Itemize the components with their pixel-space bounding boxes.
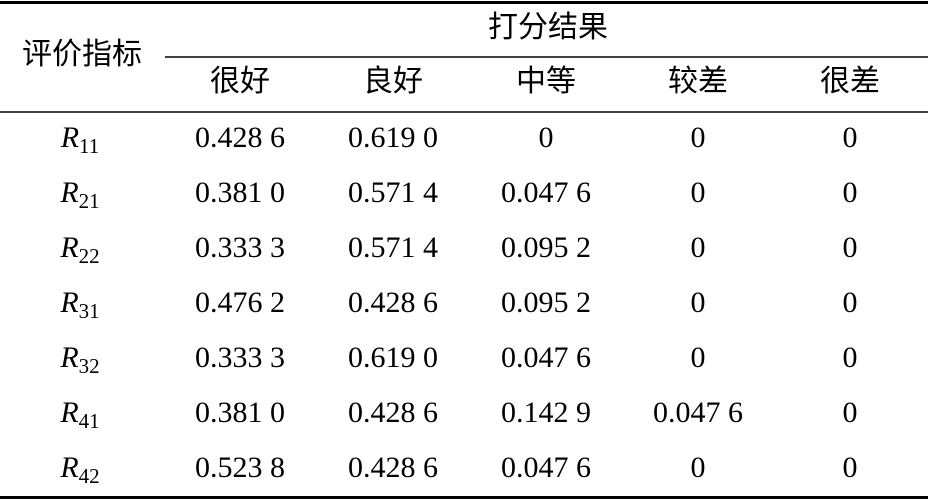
column-header: 很差 [820, 65, 880, 98]
row-symbol: R [60, 121, 79, 154]
cell: 0 [691, 121, 706, 154]
column-header: 良好 [363, 65, 423, 98]
cell: 0 [691, 176, 706, 209]
cell: 0.047 6 [501, 451, 591, 484]
cell: 0 [691, 341, 706, 374]
row-subscript: 31 [79, 299, 100, 323]
cell: 0 [843, 231, 858, 264]
row-symbol: R [59, 231, 78, 264]
group-header: 打分结果 [488, 11, 608, 44]
cell: 0.428 6 [348, 286, 438, 319]
row-label: R42 [59, 451, 99, 488]
cell: 0.333 3 [195, 231, 285, 264]
column-header: 很好 [210, 65, 270, 98]
row-label: R32 [59, 341, 99, 378]
cell: 0 [843, 286, 858, 319]
cell: 0.333 3 [195, 341, 285, 374]
row-subscript: 41 [79, 409, 100, 433]
row-label: R31 [59, 286, 99, 323]
cell: 0.381 0 [195, 176, 285, 209]
cell: 0 [843, 341, 858, 374]
cell: 0.428 6 [195, 121, 285, 154]
index-header: 评价指标 [22, 38, 142, 71]
row-subscript: 21 [79, 189, 100, 213]
cell: 0.428 6 [348, 451, 438, 484]
cell: 0 [691, 286, 706, 319]
row-label: R21 [59, 176, 99, 213]
cell: 0 [691, 451, 706, 484]
cell: 0.047 6 [501, 341, 591, 374]
row-label: R22 [59, 231, 99, 268]
cell: 0.619 0 [348, 121, 438, 154]
row-subscript: 42 [79, 464, 100, 488]
row-symbol: R [59, 451, 78, 484]
cell: 0.523 8 [195, 451, 285, 484]
cell: 0.476 2 [195, 286, 285, 319]
column-header: 较差 [668, 65, 728, 98]
cell: 0 [691, 231, 706, 264]
column-header: 中等 [516, 65, 576, 98]
cell: 0.619 0 [348, 341, 438, 374]
row-label: R41 [59, 396, 99, 433]
row-symbol: R [59, 176, 78, 209]
cell: 0.381 0 [195, 396, 285, 429]
cell: 0.047 6 [501, 176, 591, 209]
row-symbol: R [59, 396, 78, 429]
cell: 0.142 9 [501, 396, 591, 429]
row-label: R11 [60, 121, 100, 158]
cell: 0.571 4 [348, 231, 438, 264]
cell: 0.428 6 [348, 396, 438, 429]
row-symbol: R [59, 341, 78, 374]
cell: 0.095 2 [501, 286, 591, 319]
cell: 0.571 4 [348, 176, 438, 209]
row-subscript: 22 [79, 244, 100, 268]
cell: 0 [843, 396, 858, 429]
cell: 0.047 6 [653, 396, 743, 429]
cell: 0 [843, 176, 858, 209]
cell: 0 [843, 121, 858, 154]
row-subscript: 32 [79, 354, 100, 378]
cell: 0 [539, 121, 554, 154]
row-subscript: 11 [79, 134, 99, 158]
row-symbol: R [59, 286, 78, 319]
cell: 0 [843, 451, 858, 484]
cell: 0.095 2 [501, 231, 591, 264]
